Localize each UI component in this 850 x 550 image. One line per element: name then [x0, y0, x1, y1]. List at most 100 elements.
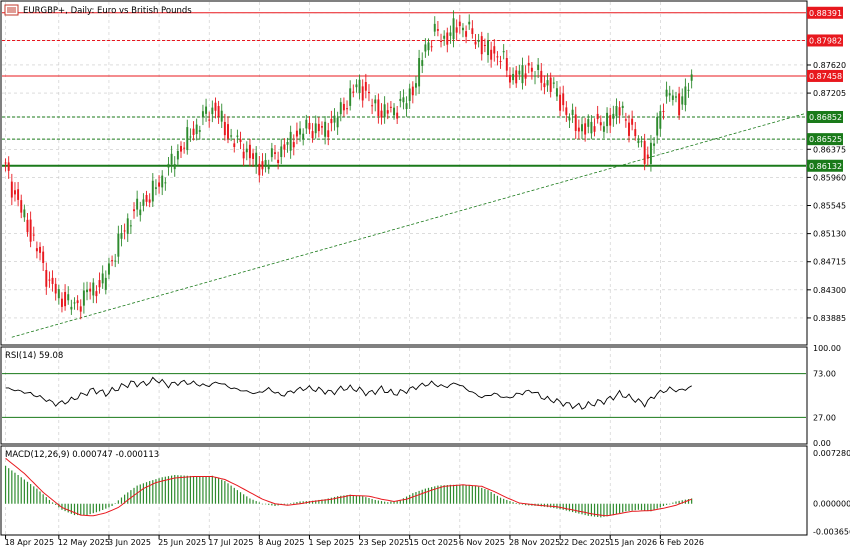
candle-body: [571, 109, 574, 115]
macd-histogram-bar: [575, 503, 577, 513]
candle: [236, 129, 239, 144]
date-tick-label: 1 Sep 2025: [308, 538, 354, 547]
candle: [26, 212, 29, 237]
macd-histogram-bar: [120, 497, 123, 504]
macd-histogram-bar: [315, 500, 317, 504]
macd-histogram-bar: [51, 502, 54, 504]
candle: [145, 190, 148, 207]
candle-body: [455, 27, 458, 33]
candle-body: [477, 39, 480, 42]
candle: [217, 100, 220, 124]
macd-histogram-bar: [186, 475, 188, 504]
candle-body: [418, 58, 421, 87]
candle-body: [245, 148, 248, 153]
candle: [411, 81, 414, 104]
candle: [139, 201, 142, 222]
candle: [612, 105, 615, 127]
candle-body: [624, 119, 627, 121]
candle: [73, 297, 76, 310]
candle: [220, 103, 223, 129]
candle-body: [505, 58, 508, 71]
candle-body: [690, 74, 693, 81]
candle: [518, 64, 521, 80]
macd-histogram-bar: [290, 503, 292, 504]
candle-body: [433, 23, 436, 32]
candle-body: [599, 122, 602, 126]
candle: [656, 112, 659, 144]
macd-histogram-bar: [556, 503, 558, 509]
candle: [57, 284, 60, 305]
candle: [487, 32, 489, 63]
candle: [402, 89, 405, 110]
macd-histogram-bar: [678, 500, 680, 504]
rsi-line: [5, 376, 692, 410]
candle-body: [45, 269, 48, 287]
candle-body: [436, 29, 439, 31]
macd-histogram-bar: [70, 503, 72, 514]
macd-histogram-bar: [518, 503, 520, 505]
macd-histogram-bar: [578, 503, 580, 514]
macd-histogram-bar: [36, 488, 38, 504]
macd-histogram-bar: [111, 503, 113, 507]
date-tick-label: 17 Jul 2025: [208, 538, 253, 547]
candle: [609, 107, 612, 134]
candle-body: [643, 140, 646, 164]
candle: [668, 85, 671, 102]
macd-histogram-bar: [11, 470, 13, 504]
candle-body: [584, 123, 587, 135]
macd-histogram-bar: [656, 503, 658, 509]
candle-body: [23, 209, 26, 218]
macd-histogram-bar: [427, 487, 430, 504]
candle: [493, 39, 496, 62]
candle-body: [402, 97, 405, 103]
macd-histogram-bar: [117, 500, 119, 504]
candle: [20, 194, 23, 219]
candle: [524, 65, 527, 86]
macd-histogram-bar: [603, 503, 605, 517]
candle: [330, 110, 333, 132]
candle-body: [393, 107, 396, 116]
candle-body: [681, 96, 684, 105]
macd-label: MACD(12,26,9) 0.000747 -0.000113: [5, 450, 159, 460]
candle-body: [618, 107, 621, 116]
candle-body: [414, 83, 417, 88]
candle-body: [530, 67, 533, 72]
candle-body: [615, 106, 618, 117]
macd-histogram-bar: [268, 503, 270, 505]
candle: [675, 91, 677, 103]
macd-histogram-bar: [161, 477, 163, 504]
candle-body: [687, 89, 690, 91]
macd-histogram-bar: [415, 492, 417, 504]
candle: [151, 173, 154, 207]
candle: [465, 25, 468, 44]
price-tick-label: 0.85545: [813, 202, 846, 211]
candle-body: [552, 82, 555, 84]
macd-histogram-bar: [330, 497, 332, 504]
candle: [678, 86, 681, 120]
date-tick-label: 3 Jun 2025: [108, 538, 151, 547]
candle-body: [659, 111, 662, 129]
macd-histogram-bar: [164, 476, 166, 504]
candle: [424, 38, 427, 58]
candle-body: [565, 107, 568, 115]
macd-histogram-bar: [4, 465, 7, 504]
candle: [389, 101, 392, 113]
candle-body: [675, 96, 677, 98]
candle: [430, 40, 433, 52]
macd-histogram-bar: [77, 503, 79, 516]
macd-histogram-bar: [239, 492, 242, 504]
candle: [640, 136, 643, 148]
candle: [339, 97, 342, 122]
macd-histogram-bar: [637, 503, 639, 510]
candle-body: [512, 73, 515, 81]
macd-histogram-bar: [83, 503, 85, 516]
candle: [690, 69, 693, 89]
symbol-menu-icon[interactable]: [4, 4, 19, 16]
price-candles: [4, 10, 693, 320]
candle: [23, 204, 26, 222]
candle: [205, 98, 208, 122]
candle-body: [339, 102, 342, 115]
macd-histogram-bar: [333, 496, 336, 504]
candle-body: [333, 115, 336, 123]
